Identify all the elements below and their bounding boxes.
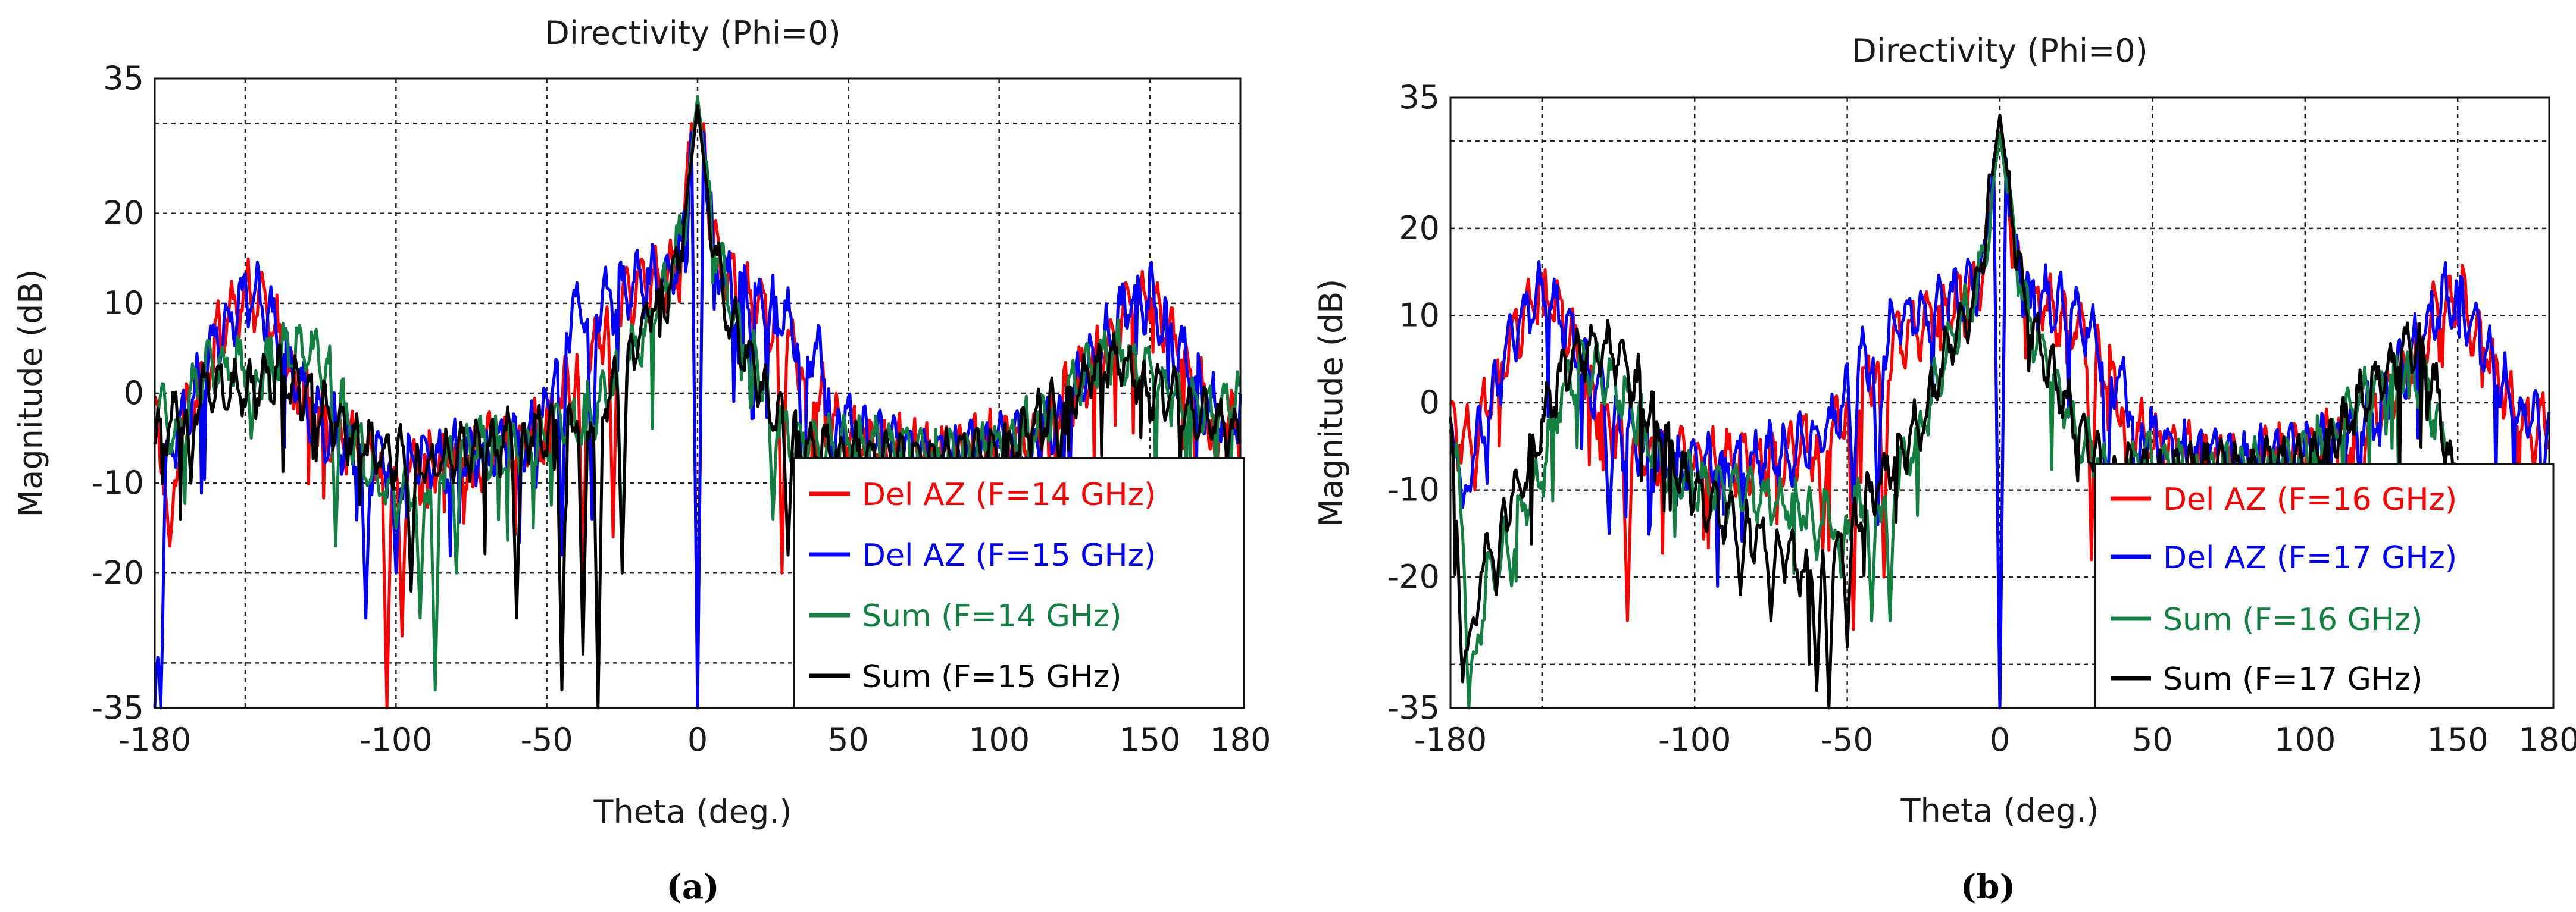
- panel-a-y-tick-2: -10: [92, 464, 144, 502]
- panel-a-y-tick-5: 20: [103, 195, 144, 232]
- panel-a-legend-label-1: Del AZ (F=14 GHz): [862, 477, 1156, 513]
- panel-b-legend: Del AZ (F=16 GHz) Del AZ (F=17 GHz) Sum …: [2094, 463, 2555, 709]
- panel-a-x-label: Theta (deg.): [593, 793, 792, 830]
- panel-b-x-tick-4: 50: [2132, 721, 2173, 759]
- panel-b-x-tick-1: -100: [1658, 721, 1731, 759]
- panel-a-legend-label-4: Sum (F=15 GHz): [862, 659, 1122, 695]
- panel-a-legend-label-3: Sum (F=14 GHz): [862, 598, 1122, 634]
- panel-b-y-tick-5: 20: [1399, 209, 1440, 247]
- panel-b-legend-box: [2094, 463, 2555, 709]
- panel-a-y-label: Magnitude (dB): [12, 269, 49, 518]
- panel-b-legend-label-1: Del AZ (F=16 GHz): [2163, 482, 2457, 518]
- panel-b-y-tick-labels: -35 -20 -10 0 10 20 35: [1387, 79, 1440, 726]
- panel-a-x-tick-0: -180: [118, 721, 192, 759]
- panel-b-legend-label-4: Sum (F=17 GHz): [2163, 662, 2423, 697]
- panel-a-x-tick-5: 100: [968, 721, 1030, 759]
- panel-a-legend-label-2: Del AZ (F=15 GHz): [862, 538, 1156, 573]
- panel-b-x-label: Theta (deg.): [1900, 792, 2099, 829]
- panel-a-y-tick-6: 35: [103, 59, 144, 97]
- panel-b-series-4: [1449, 113, 2550, 710]
- panel-a-x-tick-1: -100: [359, 721, 433, 759]
- panel-b-y-tick-3: 0: [1420, 384, 1440, 421]
- panel-b-y-tick-0: -35: [1387, 689, 1440, 726]
- panel-a-y-tick-1: -20: [92, 554, 144, 591]
- panel-b-series-3: [1449, 131, 2551, 710]
- panel-b-x-tick-6: 150: [2427, 721, 2489, 759]
- panel-a-y-tick-3: 0: [124, 374, 144, 412]
- panel-b-y-tick-6: 35: [1399, 79, 1440, 116]
- panel-a-x-tick-3: 0: [687, 721, 708, 759]
- panel-a-legend-box: [793, 457, 1245, 709]
- panel-a-plot-frame: [154, 77, 1242, 709]
- panel-a-y-tick-0: -35: [92, 689, 144, 726]
- panel-b-y-tick-2: -10: [1387, 471, 1440, 509]
- panel-b-y-tick-4: 10: [1399, 296, 1440, 334]
- panel-a-caption: (a): [666, 867, 719, 907]
- panel-b-x-tick-7: 180: [2518, 721, 2576, 759]
- panel-b-x-tick-5: 100: [2274, 721, 2336, 759]
- panel-b-y-label: Magnitude (dB): [1312, 279, 1350, 527]
- panel-a-x-tick-6: 150: [1119, 721, 1180, 759]
- panel-a-title: Directivity (Phi=0): [545, 14, 840, 52]
- panel-b-y-tick-1: -20: [1387, 558, 1440, 596]
- panel-b-legend-label-3: Sum (F=16 GHz): [2163, 602, 2423, 638]
- panel-a-y-tick-4: 10: [103, 284, 144, 322]
- panel-a-x-tick-4: 50: [828, 721, 869, 759]
- panel-b-x-tick-3: 0: [1990, 721, 2010, 759]
- panel-b-x-tick-labels: -180 -100 -50 0 50 100 150 180: [1414, 721, 2576, 759]
- panel-a-y-tick-labels: -35 -20 -10 0 10 20 35: [92, 59, 144, 726]
- panel-b-x-tick-0: -180: [1414, 721, 1487, 759]
- panel-a-x-tick-2: -50: [521, 721, 573, 759]
- panel-b-plot-frame: [1449, 96, 2550, 709]
- panel-a-legend: Del AZ (F=14 GHz) Del AZ (F=15 GHz) Sum …: [793, 457, 1245, 709]
- panel-b-x-tick-2: -50: [1821, 721, 1874, 759]
- panel-b-title: Directivity (Phi=0): [1852, 32, 2147, 70]
- panel-b-legend-label-2: Del AZ (F=17 GHz): [2163, 540, 2457, 576]
- panel-b-caption: (b): [1961, 867, 2015, 907]
- panel-a-x-tick-labels: -180 -100 -50 0 50 100 150 180: [118, 721, 1271, 759]
- panel-a-x-tick-7: 180: [1209, 721, 1271, 759]
